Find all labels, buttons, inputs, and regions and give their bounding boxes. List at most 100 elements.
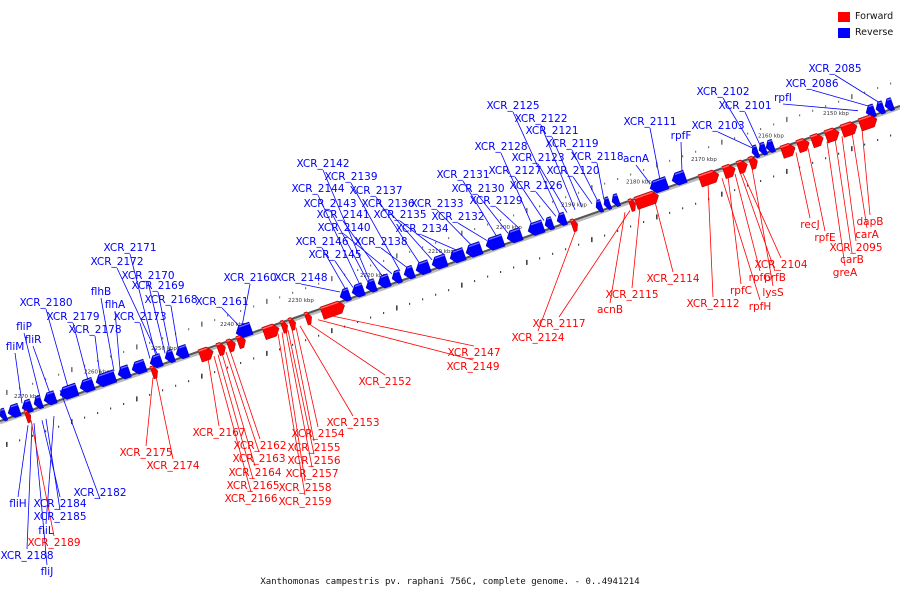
legend-item-reverse: Reverse (838, 25, 893, 40)
reverse-gene-label: XCR_2137 (349, 185, 402, 197)
reverse-gene (758, 141, 769, 156)
reverse-gene (875, 100, 886, 115)
forward-gene-label: XCR_2147 (447, 347, 500, 359)
reverse-gene (884, 97, 895, 112)
scale-marker (682, 155, 684, 158)
scale-marker (708, 146, 710, 149)
forward-gene (303, 311, 312, 326)
forward-gene-label: acnB (597, 304, 623, 316)
scale-marker (474, 228, 476, 231)
reverse-gene-label: XCR_2142 (296, 158, 349, 170)
reverse-gene-label: XCR_2121 (525, 125, 578, 137)
scale-marker (851, 94, 853, 100)
gene-leader-line (329, 315, 475, 347)
scale-marker (513, 214, 515, 217)
gene-leader-line (477, 194, 509, 234)
gene-leader-line (751, 167, 774, 287)
scale-marker (97, 360, 99, 363)
reverse-gene (365, 278, 378, 293)
reverse-gene-label: XCR_2146 (295, 236, 348, 248)
scale-marker (500, 271, 502, 273)
scale-marker (279, 296, 281, 299)
gene-leader-line (207, 358, 220, 427)
gene-leader-line (380, 247, 409, 269)
gene-leader-line (317, 194, 361, 286)
gene-leader-line (241, 283, 251, 327)
forward-gene (225, 338, 236, 353)
scale-marker (266, 298, 268, 304)
scale-marker (227, 366, 229, 369)
reverse-gene (0, 407, 9, 422)
reverse-gene-label: fliR (25, 334, 42, 346)
scale-marker (123, 350, 125, 353)
reverse-gene-label: fliP (16, 321, 32, 333)
scale-tick-label: 2150 kbp (823, 111, 849, 117)
forward-gene-label: XCR_2114 (646, 273, 699, 285)
gene-leader-line (14, 352, 23, 404)
gene-leader-line (299, 325, 354, 417)
reverse-gene (431, 253, 449, 270)
scale-marker (825, 157, 827, 160)
reverse-gene (449, 247, 467, 264)
scale-marker (162, 337, 164, 340)
reverse-gene (485, 233, 506, 251)
gene-leader-line (229, 350, 261, 440)
scale-marker (461, 282, 463, 288)
scale-marker (786, 168, 788, 174)
scale-marker (877, 87, 879, 90)
forward-gene-label: XCR_2156 (287, 455, 340, 467)
forward-gene-label: rpfE (814, 232, 835, 244)
reverse-gene (556, 211, 568, 226)
scale-marker (695, 150, 697, 153)
scale-marker (175, 384, 177, 387)
scale-marker (760, 128, 762, 130)
reverse-gene (391, 269, 403, 284)
scale-marker (370, 264, 372, 267)
gene-leader-line (317, 319, 474, 361)
gene-leader-line (45, 416, 55, 525)
reverse-gene-label: XCR_2129 (469, 195, 522, 207)
scale-marker (591, 237, 593, 243)
gene-leader-line (826, 141, 846, 267)
forward-gene-label: XCR_2162 (233, 440, 286, 452)
reverse-gene-label: XCR_2178 (68, 324, 121, 336)
forward-gene-label: XCR_2175 (119, 447, 172, 459)
reverse-gene-label: XCR_2123 (511, 152, 564, 164)
scale-marker (526, 207, 528, 213)
gene-leader-line (147, 281, 166, 354)
scale-marker (539, 257, 541, 260)
reverse-gene-label: rpfF (671, 130, 692, 142)
scale-marker (864, 143, 866, 146)
scale-marker (838, 100, 840, 103)
scale-marker (279, 348, 281, 351)
scale-marker (760, 180, 762, 182)
scale-marker (825, 105, 827, 108)
reverse-gene-label: XCR_2145 (308, 249, 361, 261)
scale-marker (292, 343, 294, 346)
reverse-gene-label: XCR_2131 (436, 169, 489, 181)
forward-gene (197, 346, 214, 363)
scale-marker (474, 280, 476, 283)
scale-marker (721, 139, 723, 145)
forward-gene-label: greA (833, 267, 858, 279)
gene-leader-line (170, 305, 179, 349)
scale-marker (552, 252, 554, 255)
forward-gene (319, 300, 345, 320)
gene-leader-line (59, 389, 101, 500)
reverse-gene (544, 216, 555, 231)
reverse-gene (175, 344, 190, 360)
reverse-gene-label: fliM (6, 341, 25, 353)
gene-leader-line (558, 210, 631, 318)
forward-gene (697, 169, 720, 188)
forward-gene-label: rpfG (749, 272, 772, 284)
reverse-swatch (838, 27, 850, 38)
reverse-gene-label: XCR_2133 (410, 198, 463, 210)
reverse-gene (649, 176, 670, 194)
reverse-gene-label: XCR_2140 (317, 222, 370, 234)
gene-leader-line (500, 152, 533, 225)
gene-leader-line (635, 164, 651, 184)
gene-leader-line (277, 333, 306, 496)
scale-marker (409, 250, 411, 253)
forward-gene (569, 218, 578, 233)
reverse-gene-label: XCR_2102 (696, 86, 749, 98)
